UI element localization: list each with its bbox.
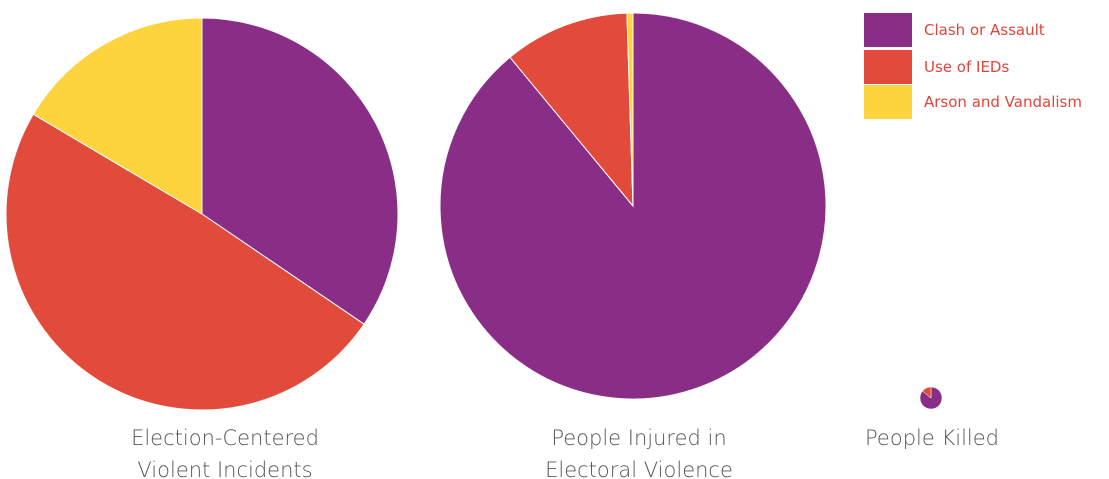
- legend-label-clash: Clash or Assault: [924, 21, 1045, 39]
- pie-2-slice-arson: [626, 12, 634, 207]
- pie-2-title-line-1: People Injured in: [551, 426, 726, 450]
- legend-swatch-ieds: [864, 50, 912, 84]
- pie-1-slice-arson: [32, 17, 203, 215]
- legend-swatch-clash: [864, 13, 912, 47]
- pie-people-killed: [919, 386, 943, 410]
- pie-people-injured: [439, 12, 827, 400]
- pie-3-title: People Killed: [865, 426, 999, 450]
- legend: Clash or Assault Use of IEDs Arson and V…: [864, 13, 1082, 119]
- pie-1-title-line-2: Violent Incidents: [137, 458, 312, 479]
- legend-swatch-arson: [864, 85, 912, 119]
- pie-election-incidents: [5, 17, 399, 411]
- pie-1-title-line-1: Election-Centered: [131, 426, 319, 450]
- pie-1-slice-ieds: [5, 113, 365, 411]
- legend-label-ieds: Use of IEDs: [924, 58, 1009, 76]
- pie-2-title-line-2: Electoral Violence: [545, 458, 733, 479]
- pie-1-slice-clash: [201, 17, 399, 325]
- legend-label-arson: Arson and Vandalism: [924, 93, 1082, 111]
- pie-3-slice-ieds: [922, 386, 932, 399]
- pie-2-slice-ieds: [509, 12, 634, 208]
